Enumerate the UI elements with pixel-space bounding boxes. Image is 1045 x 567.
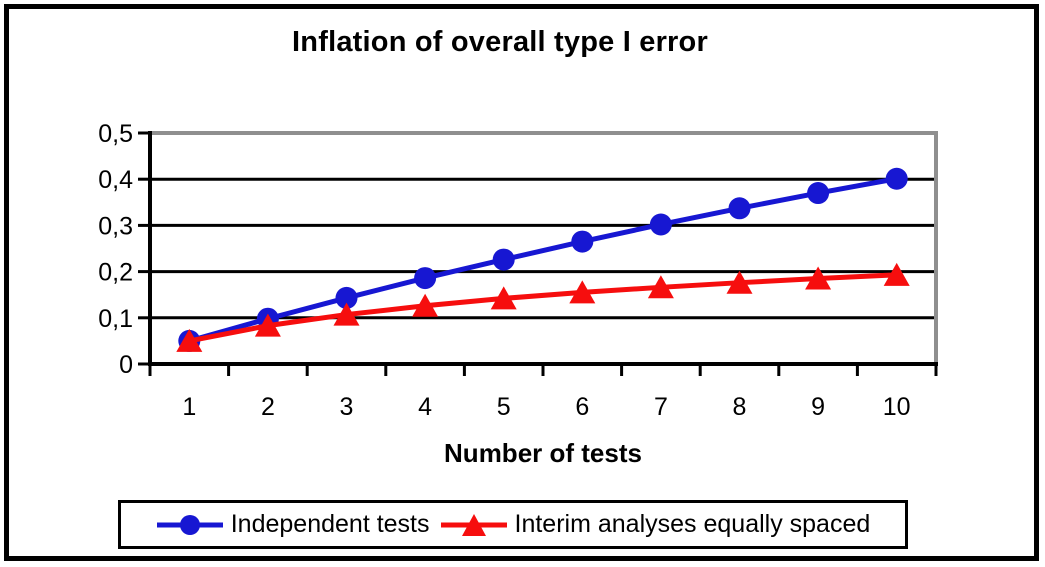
x-tick-label: 9 <box>811 393 825 421</box>
legend-item-independent-tests: Independent tests <box>156 510 430 539</box>
data-point-triangle <box>254 313 281 337</box>
x-tick-label: 8 <box>733 393 747 421</box>
y-tick-label: 0,4 <box>98 166 133 194</box>
data-point-triangle <box>805 266 832 290</box>
data-point-triangle <box>647 275 674 299</box>
data-point-circle <box>807 182 830 205</box>
x-tick-label: 10 <box>883 393 911 421</box>
data-point-circle <box>728 197 751 220</box>
legend-sample-line-triangle <box>440 513 507 536</box>
figure-border <box>4 4 1039 561</box>
x-axis-title: Number of tests <box>444 438 642 468</box>
y-tick-label: 0,2 <box>98 259 133 287</box>
series-line-0 <box>186 176 900 344</box>
data-point-triangle <box>883 262 910 286</box>
data-point-circle <box>492 248 515 271</box>
x-tick-label: 4 <box>418 393 432 421</box>
data-point-circle <box>571 230 594 253</box>
data-point-triangle <box>726 270 753 294</box>
circle-marker-icon <box>179 514 200 535</box>
data-point-circle <box>414 267 437 290</box>
y-tick-label: 0 <box>119 351 133 379</box>
data-point-triangle <box>569 280 596 304</box>
y-tick-label: 0,5 <box>98 120 133 148</box>
x-tick-label: 5 <box>497 393 511 421</box>
legend-sample-line-circle <box>156 514 223 535</box>
data-point-circle <box>885 167 908 190</box>
data-point-triangle <box>412 293 439 317</box>
plot-area: 0 0,1 0,2 0,3 0,4 0,5 1 2 3 4 5 6 7 8 9 10 <box>98 120 938 421</box>
data-point-triangle <box>490 286 517 310</box>
data-point-circle <box>335 286 358 309</box>
x-tick-label: 3 <box>340 393 354 421</box>
data-point-triangle <box>333 302 360 326</box>
data-point-triangle <box>176 328 203 352</box>
series-line-1 <box>186 272 900 344</box>
chart-title: Inflation of overall type I error <box>292 26 708 58</box>
triangle-marker-icon <box>461 513 486 536</box>
legend-label-interim-analyses: Interim analyses equally spaced <box>514 510 871 538</box>
legend-box: Independent tests Interim analyses equal… <box>118 500 908 549</box>
x-tick-label: 1 <box>182 393 196 421</box>
legend-label-independent-tests: Independent tests <box>230 510 430 538</box>
x-tick-label: 6 <box>575 393 589 421</box>
data-point-circle <box>649 213 672 236</box>
legend-item-interim-analyses: Interim analyses equally spaced <box>440 510 871 539</box>
x-tick-label: 2 <box>261 393 275 421</box>
x-tick-label: 7 <box>654 393 668 421</box>
y-tick-label: 0,3 <box>98 212 133 240</box>
y-tick-label: 0,1 <box>98 305 133 333</box>
